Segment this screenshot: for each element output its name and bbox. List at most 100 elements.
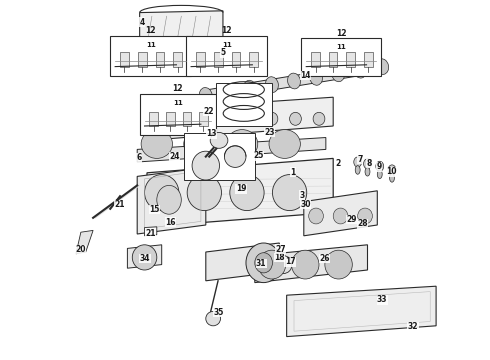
Polygon shape <box>140 11 223 50</box>
Text: 28: 28 <box>357 220 368 229</box>
Text: 25: 25 <box>253 152 264 161</box>
Ellipse shape <box>290 112 301 125</box>
Bar <box>311 52 320 67</box>
Text: 13: 13 <box>206 130 217 139</box>
Ellipse shape <box>221 84 234 100</box>
Text: 31: 31 <box>256 259 267 268</box>
Text: 12: 12 <box>146 26 156 35</box>
Text: 26: 26 <box>319 254 330 263</box>
Bar <box>232 52 241 67</box>
Polygon shape <box>304 191 377 236</box>
Bar <box>138 52 147 67</box>
Polygon shape <box>147 97 333 140</box>
Ellipse shape <box>243 112 254 125</box>
Text: 7: 7 <box>358 155 363 163</box>
Ellipse shape <box>192 151 220 180</box>
Polygon shape <box>127 245 162 268</box>
Polygon shape <box>76 230 93 254</box>
Ellipse shape <box>226 130 258 158</box>
Ellipse shape <box>333 208 348 224</box>
Ellipse shape <box>266 77 278 93</box>
Text: 14: 14 <box>300 71 311 80</box>
Ellipse shape <box>255 253 272 273</box>
Polygon shape <box>145 227 157 236</box>
Text: 4: 4 <box>140 18 145 27</box>
Ellipse shape <box>266 112 278 125</box>
Bar <box>329 52 338 67</box>
Ellipse shape <box>377 170 382 179</box>
Text: 8: 8 <box>367 158 372 168</box>
Bar <box>186 36 267 76</box>
Polygon shape <box>206 243 279 281</box>
Ellipse shape <box>354 157 362 167</box>
Bar <box>301 38 381 76</box>
Ellipse shape <box>269 130 300 158</box>
Ellipse shape <box>388 165 396 175</box>
Bar <box>156 52 165 67</box>
Polygon shape <box>255 245 368 283</box>
Ellipse shape <box>219 112 231 125</box>
Text: 20: 20 <box>75 245 86 254</box>
Ellipse shape <box>310 69 322 85</box>
Text: 34: 34 <box>140 254 150 263</box>
Text: 11: 11 <box>146 42 155 48</box>
Bar <box>346 52 355 67</box>
Text: 12: 12 <box>172 84 183 93</box>
Ellipse shape <box>364 159 371 169</box>
Text: 35: 35 <box>214 307 224 317</box>
Bar <box>196 52 205 67</box>
Ellipse shape <box>196 112 207 125</box>
Text: 33: 33 <box>377 295 388 305</box>
Ellipse shape <box>224 146 246 167</box>
Text: 32: 32 <box>408 323 418 331</box>
Text: 15: 15 <box>149 205 160 214</box>
Bar <box>173 52 182 67</box>
Text: 23: 23 <box>264 128 275 137</box>
Ellipse shape <box>354 62 367 78</box>
Text: 11: 11 <box>337 44 346 50</box>
Text: 5: 5 <box>220 49 225 58</box>
Ellipse shape <box>184 130 215 158</box>
Text: 1: 1 <box>291 168 295 177</box>
Text: 12: 12 <box>221 26 232 35</box>
Text: 21: 21 <box>115 200 125 209</box>
Ellipse shape <box>132 245 157 270</box>
Ellipse shape <box>313 112 325 125</box>
Text: 11: 11 <box>222 42 231 48</box>
Text: 11: 11 <box>173 100 182 105</box>
Ellipse shape <box>244 80 256 96</box>
Text: 3: 3 <box>300 191 305 199</box>
Text: 24: 24 <box>169 152 180 161</box>
Ellipse shape <box>187 175 221 211</box>
Ellipse shape <box>376 59 389 75</box>
Ellipse shape <box>191 119 216 144</box>
Text: 2: 2 <box>336 159 341 168</box>
Text: 10: 10 <box>386 167 396 176</box>
Ellipse shape <box>141 130 172 158</box>
Ellipse shape <box>230 175 264 211</box>
Ellipse shape <box>288 73 300 89</box>
Bar <box>216 83 272 126</box>
Text: 17: 17 <box>285 257 295 266</box>
Ellipse shape <box>172 112 184 125</box>
Bar <box>183 112 192 126</box>
Ellipse shape <box>157 185 181 214</box>
Ellipse shape <box>145 175 179 211</box>
Bar <box>364 52 372 67</box>
Text: 19: 19 <box>236 184 246 193</box>
Ellipse shape <box>197 125 209 138</box>
Ellipse shape <box>325 250 352 279</box>
Ellipse shape <box>199 87 212 103</box>
Polygon shape <box>137 138 326 162</box>
Text: 29: 29 <box>346 215 357 224</box>
Ellipse shape <box>332 66 344 82</box>
Polygon shape <box>137 167 206 234</box>
Bar <box>140 94 216 135</box>
Ellipse shape <box>376 161 384 171</box>
Ellipse shape <box>206 311 220 326</box>
Text: 21: 21 <box>145 229 156 238</box>
Ellipse shape <box>309 208 323 224</box>
Bar <box>110 36 191 76</box>
Bar <box>249 52 258 67</box>
Text: 22: 22 <box>203 107 214 116</box>
